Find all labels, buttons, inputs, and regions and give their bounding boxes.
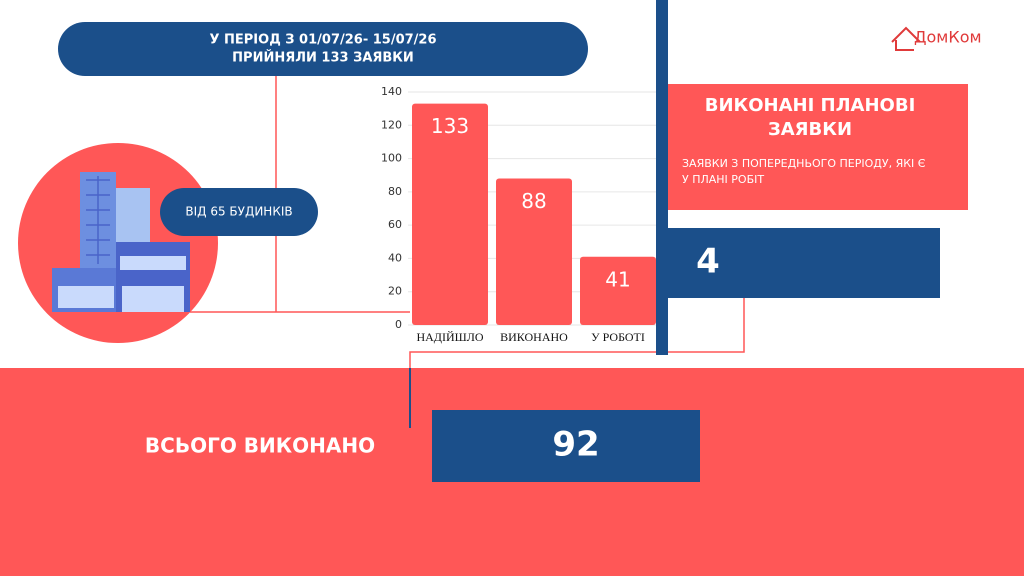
planned-subtitle: ЗАЯВКИ З ПОПЕРЕДНЬОГО ПЕРІОДУ, ЯКІ Є (682, 157, 926, 170)
total-box (432, 410, 700, 482)
logo-text: ДомКом (914, 28, 982, 47)
note-pill (160, 188, 318, 236)
logo: ДомКом (891, 26, 982, 51)
bar-chart: 0 20 40 60 80 100 120 140 НАДІЙШЛО 133 ВИКОНАНО 88 У… (381, 85, 660, 344)
y-tick-label: 0 (395, 318, 402, 331)
x-tick-label: НАДІЙШЛО (416, 330, 483, 344)
total-label: ВСЬОГО ВИКОНАНО (145, 434, 375, 458)
divider (656, 0, 668, 355)
planned-box (668, 84, 968, 210)
bar (580, 256, 656, 325)
planned-subtitle: У ПЛАНІ РОБІТ (682, 173, 764, 186)
bar (412, 103, 488, 326)
y-tick-label: 80 (388, 185, 402, 198)
y-tick-label: 60 (388, 218, 402, 231)
value-label: 88 (521, 189, 546, 213)
y-tick-label: 100 (381, 152, 402, 165)
value-label: 133 (431, 114, 469, 138)
note-text: ВІД 65 БУДИНКІВ (185, 205, 292, 219)
y-tick-label: 20 (388, 285, 402, 298)
header-line: ПРИЙНЯЛИ 133 ЗАЯВКИ (232, 50, 414, 66)
y-tick-label: 120 (381, 118, 402, 131)
planned-title: ВИКОНАНІ ПЛАНОВІ (705, 95, 916, 116)
bar (496, 178, 572, 325)
x-tick-label: ВИКОНАНО (500, 330, 568, 344)
header-line: У ПЕРІОД З 01/07/26- 15/07/26 (209, 33, 436, 48)
planned-value: 4 (696, 242, 720, 282)
total-value: 92 (552, 425, 599, 465)
value-label: 41 (605, 267, 630, 291)
header-pill (58, 22, 588, 76)
y-tick-label: 40 (388, 251, 402, 264)
planned-value-box (668, 228, 940, 298)
y-tick-label: 140 (381, 85, 402, 98)
building-icon (52, 172, 190, 312)
planned-title: ЗАЯВКИ (768, 119, 852, 140)
x-tick-label: У РОБОТІ (591, 330, 645, 344)
